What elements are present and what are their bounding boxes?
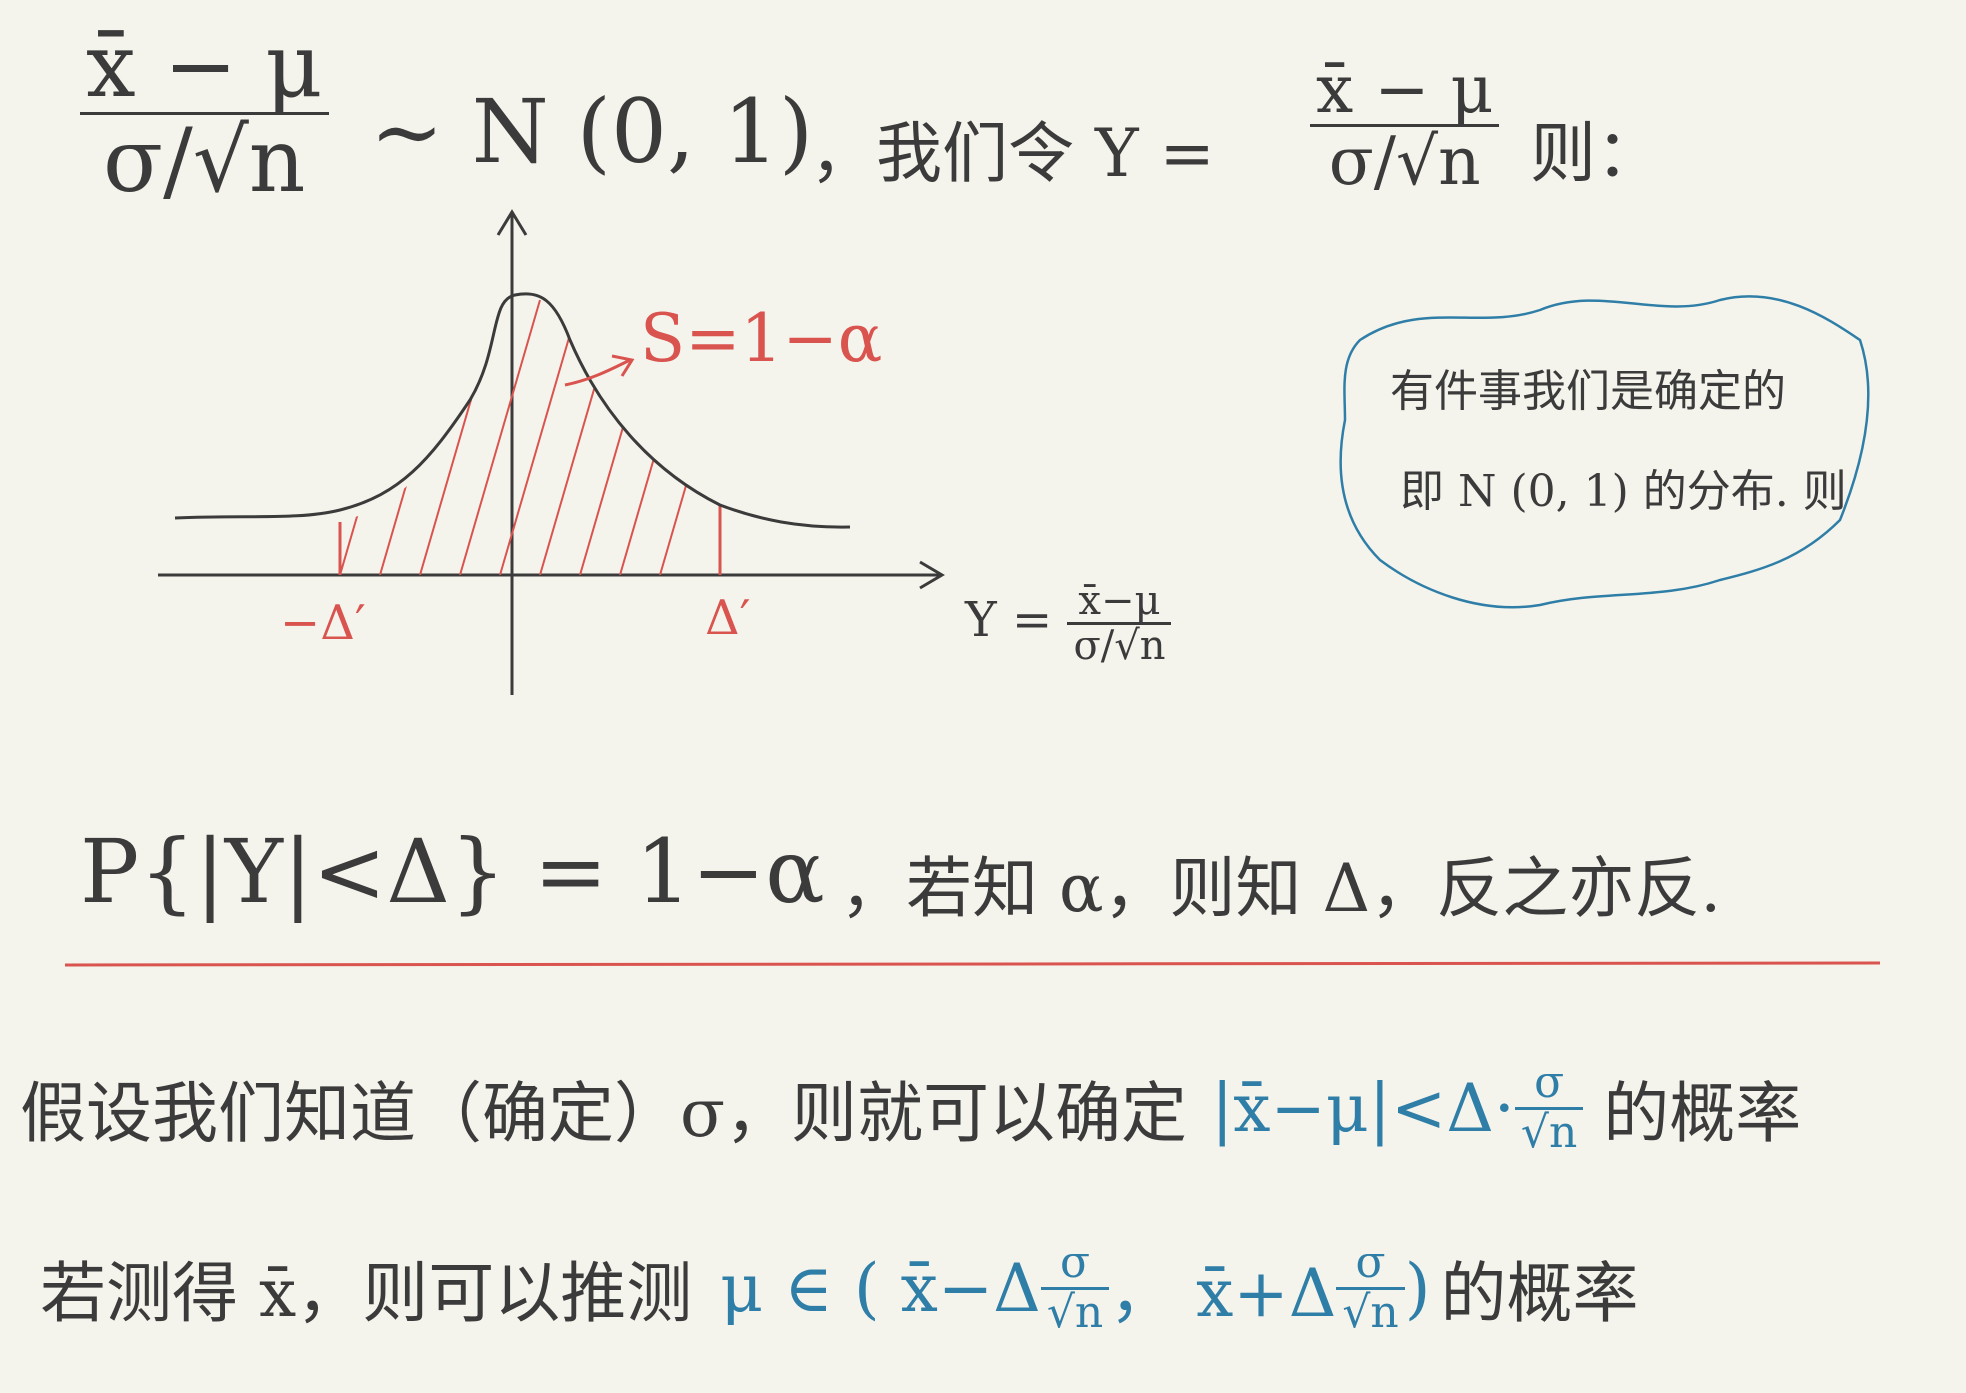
- sigma-over-root-n: σ √n: [1514, 1057, 1584, 1158]
- fraction-bar: [1310, 124, 1500, 128]
- confidence-interval-close: ): [1404, 1249, 1431, 1327]
- note-cloud: [1339, 295, 1870, 609]
- bell-curve: [174, 292, 851, 529]
- y-axis-arrow: [496, 209, 528, 236]
- fraction-denominator: √n: [1342, 1286, 1399, 1338]
- fraction-numerator: x̄ − μ: [1316, 51, 1494, 128]
- fraction-numerator: x̄−μ: [1078, 578, 1161, 624]
- paragraph-2-end: 的概率: [1440, 1255, 1639, 1332]
- y-definition-fraction: x̄ − μ σ/√n: [1310, 51, 1500, 201]
- fraction-numerator: σ: [1059, 1237, 1091, 1289]
- x-axis-arrow: [919, 560, 945, 590]
- confidence-interval-mid: ， x̄+Δ: [1109, 1255, 1337, 1332]
- paragraph-1-end: 的概率: [1603, 1075, 1802, 1152]
- paragraph-1: 假设我们知道（确定）σ，则就可以确定 |x̄−μ|<Δ· σ √n 的概率: [20, 1060, 1801, 1156]
- right-bound-label: Δ′: [705, 590, 751, 646]
- paragraph-2: 若测得 x̄，则可以推测 μ ∈ ( x̄−Δ σ √n ， x̄+Δ σ √n…: [40, 1240, 1639, 1336]
- fraction-bar: [1067, 622, 1172, 625]
- fraction-bar: [1040, 1286, 1110, 1290]
- fraction-numerator: σ: [1355, 1237, 1386, 1289]
- area-pointer-arrow: [564, 358, 631, 387]
- probability-formula: P{|Y|<Δ} = 1−α: [80, 820, 825, 923]
- fraction-denominator: √n: [1046, 1286, 1104, 1338]
- paragraph-1-text: 假设我们知道（确定）σ，则就可以确定: [20, 1075, 1188, 1152]
- red-divider: [64, 961, 1881, 967]
- note-line-2: 即 N (0, 1) 的分布. 则: [1400, 466, 1847, 517]
- fraction-bar: [1336, 1286, 1405, 1290]
- paragraph-2-text: 若测得 x̄，则可以推测: [40, 1255, 693, 1332]
- distribution-statement: ∼ N (0, 1): [370, 80, 814, 183]
- fraction-denominator: √n: [1520, 1106, 1578, 1158]
- axis-label: Y = x̄−μ σ/√n: [965, 578, 1172, 669]
- left-bound-label: −Δ′: [280, 595, 366, 651]
- interval-expression: |x̄−μ|<Δ·: [1211, 1069, 1515, 1147]
- fraction-bar: [80, 112, 329, 116]
- sigma-over-root-n: σ √n: [1040, 1237, 1110, 1338]
- confidence-interval-start: μ ∈ ( x̄−Δ: [720, 1249, 1041, 1327]
- std-normal-fraction: x̄ − μ σ/√n: [80, 14, 329, 213]
- fraction-numerator: σ: [1534, 1057, 1565, 1109]
- then-text: 则：: [1530, 115, 1662, 192]
- sigma-over-root-n: σ √n: [1336, 1237, 1405, 1338]
- fraction-denominator: σ/√n: [1073, 623, 1166, 669]
- fraction-numerator: x̄ − μ: [86, 14, 323, 117]
- fraction-denominator: σ/√n: [103, 109, 306, 213]
- axis-label-prefix: Y =: [965, 592, 1053, 648]
- note-line-1: 有件事我们是确定的: [1390, 366, 1786, 417]
- fraction-bar: [1514, 1106, 1584, 1110]
- fraction-denominator: σ/√n: [1328, 123, 1481, 201]
- let-y-text: ，我们令 Y =: [810, 115, 1215, 192]
- area-pointer-arrowhead: [611, 354, 635, 377]
- area-label: S=1−α: [640, 300, 883, 377]
- probability-text: ，若知 α，则知 Δ，反之亦反.: [840, 850, 1722, 927]
